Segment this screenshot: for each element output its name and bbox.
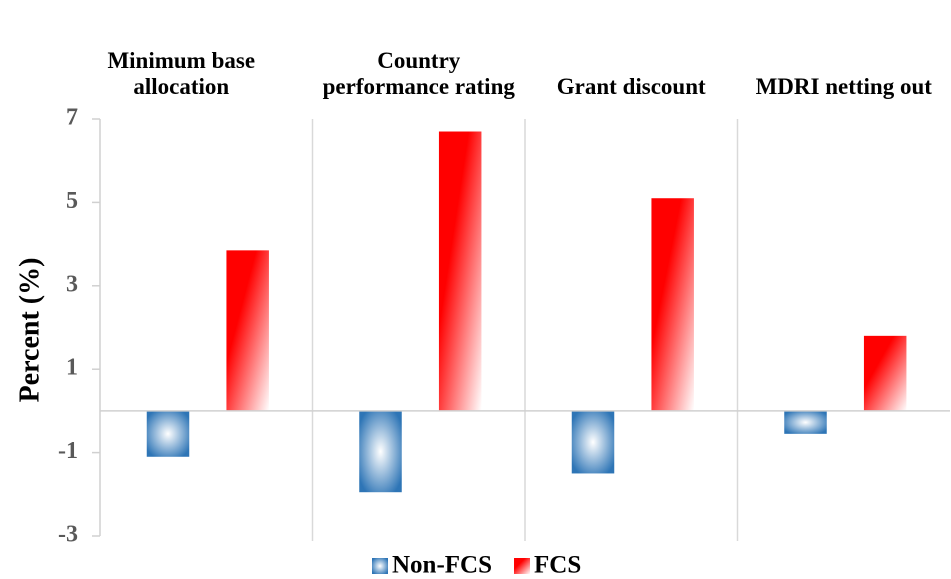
y-tick-label: 5	[66, 188, 78, 214]
bar	[438, 131, 482, 411]
legend-swatch	[514, 558, 531, 574]
bar	[571, 410, 615, 474]
y-tick-label: -3	[58, 522, 78, 548]
legend-label: FCS	[534, 552, 581, 579]
category-label: MDRI netting out	[755, 74, 932, 99]
bar	[226, 250, 269, 411]
y-tick-label: 7	[66, 105, 78, 131]
y-tick-label: 1	[66, 355, 78, 381]
legend-swatch	[372, 558, 388, 574]
y-tick-label: -1	[58, 438, 78, 464]
legend-label: Non-FCS	[392, 552, 492, 579]
category-label: Minimum base allocation	[107, 48, 256, 99]
bar	[146, 410, 190, 457]
category-label: Grant discount	[556, 74, 706, 99]
category-label: Country performance rating	[322, 48, 515, 99]
bar	[784, 410, 827, 434]
y-tick-label: 3	[66, 271, 78, 297]
bar	[863, 335, 907, 411]
bar	[651, 198, 694, 411]
y-axis-label: Percent (%)	[14, 258, 45, 403]
bar	[359, 410, 402, 493]
